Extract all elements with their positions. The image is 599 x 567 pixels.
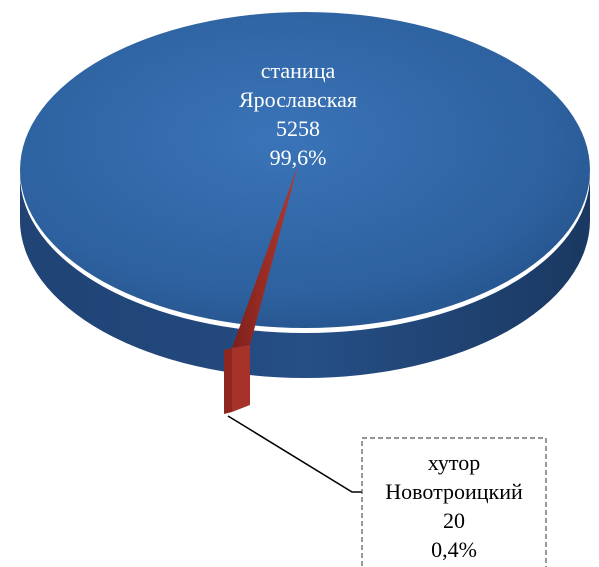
slice-small-side [224, 348, 232, 414]
slice-big-front [19, 175, 233, 372]
slice-small-label-line1: хутор [428, 450, 481, 475]
slice-small-value: 20 [443, 508, 465, 533]
slice-small-top [232, 165, 298, 348]
slice-small-face [232, 345, 250, 412]
leader-line [227, 415, 362, 493]
slice-small-label-line2: Новотроицкий [385, 479, 523, 504]
slice-small-label-box [361, 437, 547, 567]
slice-big-value: 5258 [276, 116, 320, 141]
slice-big-label-line2: Ярославская [239, 87, 357, 112]
slice-big-top [20, 12, 590, 328]
slice-small-percent: 0,4% [431, 537, 477, 562]
slice-big-percent: 99,6% [270, 145, 327, 170]
slice-big-label-line1: станица [261, 58, 336, 83]
